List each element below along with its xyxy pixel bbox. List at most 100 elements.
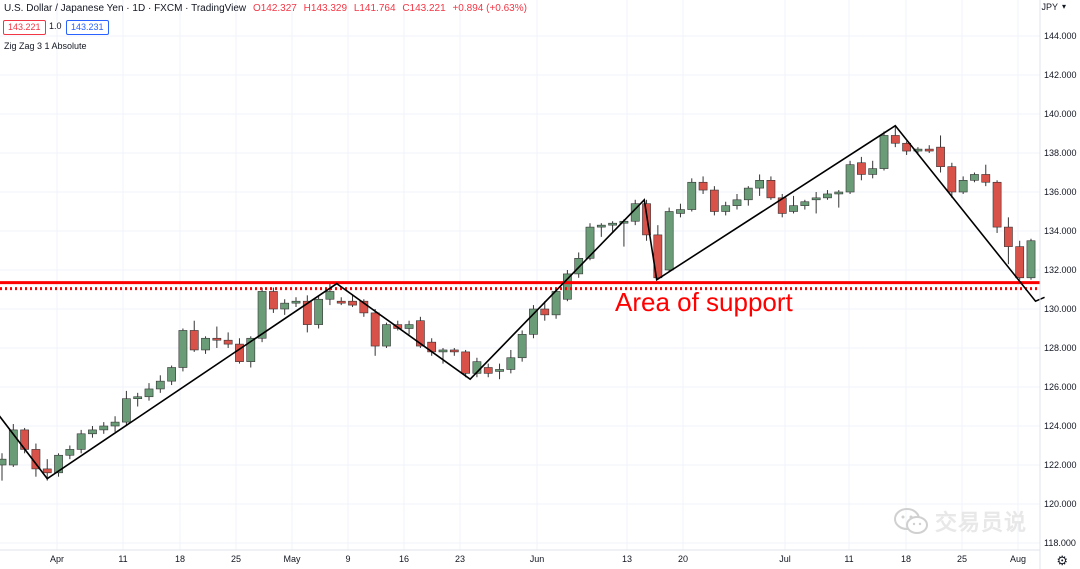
candle-body [732,199,742,206]
candle-up [144,383,154,401]
candle-down [924,145,934,153]
candle-body [325,291,335,300]
candle-up [596,223,606,237]
candle-body [721,205,731,212]
candle-body [201,337,210,351]
candle-body [902,142,911,152]
candle-body [370,312,380,347]
candle-down [992,180,1002,233]
x-tick-label: 18 [175,554,185,564]
candle-body [223,339,233,345]
candle-up [325,283,335,306]
x-tick-label: 18 [901,554,911,564]
candle-up [1026,238,1036,280]
candle-body [710,189,719,212]
price-axis[interactable]: 144.000 142.000 140.000 138.000 136.000 134.0… [1039,0,1077,569]
candle-body [189,330,199,351]
candle-body [958,180,968,193]
candle-body [981,174,991,183]
chart-header: U.S. Dollar / Japanese Yen · 1D · FXCM ·… [4,3,531,14]
candle-up [834,190,844,208]
candle-up [743,186,753,206]
candle-body [992,181,1002,228]
candle-up [845,160,855,194]
candle-down [269,287,278,313]
candle-body [167,367,176,382]
x-tick-label: 9 [345,554,350,564]
candle-body [506,357,516,370]
y-tick-label: 122.000 [1044,460,1077,470]
candle-up [110,416,120,432]
candle-body [947,166,957,193]
sell-button[interactable]: 143.221 [3,20,46,35]
candle-up [664,207,674,272]
candle-body [596,224,606,228]
candle-body [495,369,504,372]
candle-up [585,223,595,261]
candle-down [212,326,222,348]
currency-label[interactable]: JPY [1041,2,1058,12]
candle-body [1004,226,1013,247]
candle-up [495,363,504,380]
symbol-title[interactable]: U.S. Dollar / Japanese Yen · 1D · FXCM ·… [4,3,247,14]
candle-up [280,299,290,315]
candle-up [970,172,979,183]
candle-body [687,181,697,210]
open-value: O142.327 [252,3,297,14]
indicator-legend[interactable]: Zig Zag 3 1 Absolute [4,41,87,51]
candle-up [201,336,210,354]
y-tick-label: 136.000 [1044,187,1077,197]
candle-body [823,193,832,199]
candle-body [359,300,369,314]
candle-body [857,162,866,175]
candle-body [8,429,18,466]
candle-down [698,176,708,194]
candle-body [563,273,572,300]
candle-up [76,429,86,454]
candle-down [947,162,957,198]
y-tick-label: 132.000 [1044,265,1077,275]
candle-up [721,201,731,216]
x-tick-label: Aug [1010,554,1026,564]
candle-body [42,468,52,474]
candle-body [461,351,470,374]
candle-up [167,365,176,386]
candle-up [608,221,617,233]
price-grid [0,0,1040,550]
buy-button[interactable]: 143.231 [66,20,109,35]
close-value: C143.221 [402,3,446,14]
candle-up [823,190,832,200]
candle-body [743,187,753,201]
candle-body [257,291,267,339]
candle-body [76,433,86,450]
watermark: 交易员说 [893,505,1027,537]
candle-down [42,459,52,481]
candle-body [766,180,776,199]
y-tick-label: 126.000 [1044,382,1077,392]
y-tick-label: 128.000 [1044,343,1077,353]
candle-body [517,334,527,359]
candle-up [122,390,131,426]
x-tick-label: Jun [530,554,545,564]
y-tick-label: 138.000 [1044,148,1077,158]
candle-down [1004,217,1013,265]
candle-body [845,164,855,193]
candle-body [890,135,900,144]
x-tick-label: Apr [50,554,64,564]
watermark-text: 交易员说 [935,510,1028,535]
candle-up [8,424,18,467]
chevron-down-icon[interactable]: ▾ [1061,2,1066,11]
candle-body [924,148,934,152]
candle-body [416,320,425,347]
candle-down [981,164,991,187]
candle-up [517,330,527,362]
gear-icon[interactable]: ⚙ [1056,553,1068,568]
candle-body [99,425,109,431]
candle-down [936,135,945,173]
zigzag-line [0,124,1045,480]
candle-body [280,302,290,310]
time-axis[interactable]: Apr 11 18 25 May 9 16 23 Jun 13 20 Jul 11 18 25 Aug [0,549,1040,564]
candle-down [189,320,199,352]
candle-body [540,308,550,316]
